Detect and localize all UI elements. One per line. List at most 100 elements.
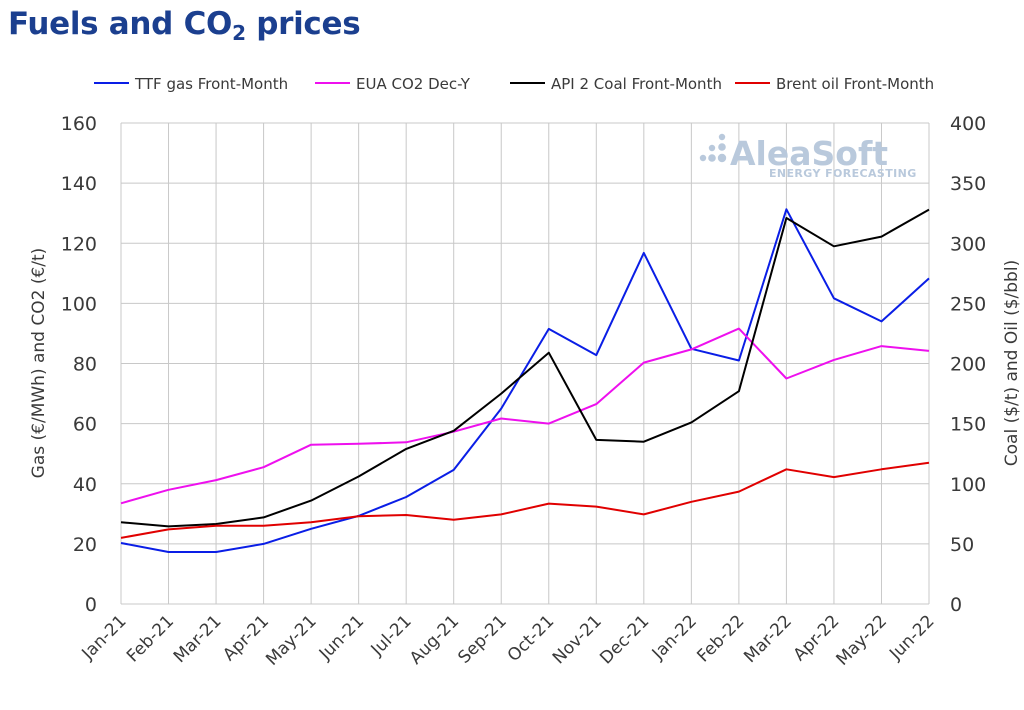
data-point-eua-co2-dec-y [499, 417, 503, 421]
data-point-brent-oil-front-month [167, 527, 171, 531]
data-point-ttf-gas-front-month [927, 276, 931, 280]
x-tick-label: Nov-21 [549, 611, 606, 668]
data-point-brent-oil-front-month [927, 461, 931, 465]
watermark-tagline: ENERGY FORECASTING [769, 167, 917, 180]
data-point-brent-oil-front-month [309, 520, 313, 524]
data-point-ttf-gas-front-month [214, 550, 218, 554]
data-point-eua-co2-dec-y [784, 377, 788, 381]
y-left-tick-label: 80 [73, 354, 97, 376]
data-point-eua-co2-dec-y [927, 349, 931, 353]
data-point-ttf-gas-front-month [737, 358, 741, 362]
y-left-tick-label: 140 [61, 173, 97, 195]
y-left-tick-label: 0 [85, 594, 97, 616]
y-right-tick-label: 350 [950, 173, 986, 195]
x-tick-label: May-22 [833, 611, 891, 669]
data-point-api-2-coal-front-month [547, 351, 551, 355]
y-axis-right-ticks: 0 50 100 150 200 250 300 350 400 [950, 113, 986, 616]
aleasoft-logo-icon [699, 133, 727, 163]
y-right-tick-label: 150 [950, 414, 986, 436]
data-point-brent-oil-front-month [214, 524, 218, 528]
data-point-ttf-gas-front-month [119, 541, 123, 545]
legend-label-eua-co2-dec-y: EUA CO2 Dec-Y [356, 75, 471, 93]
data-point-ttf-gas-front-month [642, 251, 646, 255]
x-tick-label: Dec-21 [596, 611, 653, 668]
y-left-tick-label: 40 [73, 474, 97, 496]
x-tick-label: Jan-22 [648, 611, 701, 664]
y-left-tick-label: 100 [61, 293, 97, 315]
data-point-brent-oil-front-month [452, 518, 456, 522]
data-point-api-2-coal-front-month [119, 520, 123, 524]
data-point-api-2-coal-front-month [309, 499, 313, 503]
data-point-eua-co2-dec-y [119, 501, 123, 505]
data-point-ttf-gas-front-month [547, 327, 551, 331]
data-point-brent-oil-front-month [547, 502, 551, 506]
data-point-api-2-coal-front-month [642, 440, 646, 444]
data-point-eua-co2-dec-y [689, 347, 693, 351]
data-point-eua-co2-dec-y [642, 361, 646, 365]
data-point-api-2-coal-front-month [879, 235, 883, 239]
data-point-brent-oil-front-month [879, 467, 883, 471]
data-point-ttf-gas-front-month [404, 495, 408, 499]
data-point-brent-oil-front-month [832, 475, 836, 479]
y-left-tick-label: 160 [61, 113, 97, 135]
x-tick-label: Feb-22 [693, 611, 748, 666]
chart-title-subscript: 2 [232, 21, 246, 45]
data-point-ttf-gas-front-month [452, 468, 456, 472]
x-tick-label: Jun-21 [315, 611, 368, 664]
y-right-tick-label: 200 [950, 354, 986, 376]
data-point-brent-oil-front-month [119, 536, 123, 540]
y-axis-right-label: Coal ($/t) and Oil ($/bbl) [1002, 260, 1022, 466]
y-right-tick-label: 50 [950, 534, 974, 556]
legend-label-api-2-coal-front-month: API 2 Coal Front-Month [551, 75, 722, 93]
gridlines [120, 122, 930, 605]
data-point-eua-co2-dec-y [594, 402, 598, 406]
y-right-tick-label: 100 [950, 474, 986, 496]
data-point-eua-co2-dec-y [547, 422, 551, 426]
data-point-eua-co2-dec-y [737, 327, 741, 331]
x-tick-label: Mar-22 [740, 611, 796, 667]
data-point-api-2-coal-front-month [594, 438, 598, 442]
y-left-tick-label: 60 [73, 414, 97, 436]
y-left-tick-label: 20 [73, 534, 97, 556]
series-line-ttf-gas-front-month [120, 208, 930, 553]
data-point-eua-co2-dec-y [357, 442, 361, 446]
data-point-api-2-coal-front-month [689, 420, 693, 424]
data-point-brent-oil-front-month [262, 524, 266, 528]
data-point-brent-oil-front-month [642, 512, 646, 516]
data-point-brent-oil-front-month [737, 490, 741, 494]
legend-label-ttf-gas-front-month: TTF gas Front-Month [134, 75, 288, 93]
data-point-api-2-coal-front-month [452, 429, 456, 433]
aleasoft-watermark: AleaSoft ENERGY FORECASTING [699, 133, 917, 180]
data-point-api-2-coal-front-month [357, 475, 361, 479]
data-point-eua-co2-dec-y [309, 443, 313, 447]
y-right-tick-label: 300 [950, 233, 986, 255]
series-line-brent-oil-front-month [120, 461, 930, 539]
data-point-ttf-gas-front-month [784, 207, 788, 211]
x-tick-label: Mar-21 [170, 611, 226, 667]
series-lines [119, 207, 931, 554]
data-point-api-2-coal-front-month [832, 244, 836, 248]
y-right-tick-label: 0 [950, 594, 962, 616]
data-point-api-2-coal-front-month [262, 515, 266, 519]
y-right-tick-label: 400 [950, 113, 986, 135]
data-point-api-2-coal-front-month [404, 447, 408, 451]
y-axis-left-label: Gas (€/MWh) and CO2 (€/t) [29, 248, 49, 479]
data-point-eua-co2-dec-y [262, 465, 266, 469]
data-point-brent-oil-front-month [499, 512, 503, 516]
data-point-eua-co2-dec-y [214, 478, 218, 482]
y-left-tick-label: 120 [61, 233, 97, 255]
series-line-eua-co2-dec-y [120, 327, 930, 505]
legend: TTF gas Front-Month EUA CO2 Dec-Y API 2 Co… [94, 75, 934, 93]
legend-label-brent-oil-front-month: Brent oil Front-Month [776, 75, 934, 93]
data-point-api-2-coal-front-month [499, 392, 503, 396]
data-point-eua-co2-dec-y [404, 440, 408, 444]
data-point-ttf-gas-front-month [594, 353, 598, 357]
data-point-brent-oil-front-month [404, 513, 408, 517]
data-point-ttf-gas-front-month [879, 319, 883, 323]
chart-title-rest: prices [245, 6, 361, 42]
series-line-api-2-coal-front-month [120, 208, 930, 528]
x-tick-label: Sep-21 [454, 611, 510, 667]
data-point-ttf-gas-front-month [309, 527, 313, 531]
data-point-ttf-gas-front-month [499, 407, 503, 411]
